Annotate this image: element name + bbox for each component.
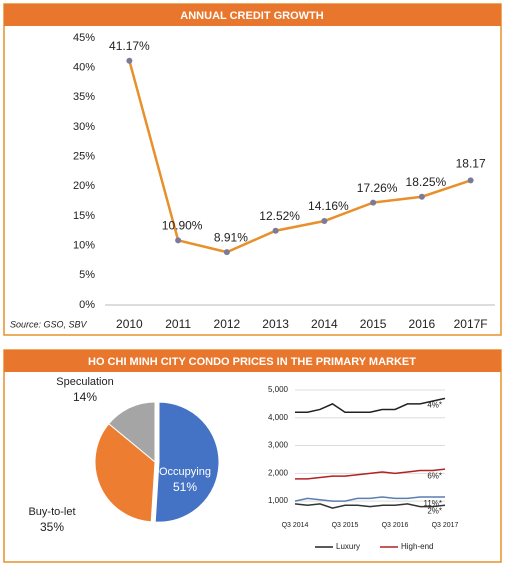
marker [126, 57, 133, 64]
y-tick-label: 4,000 [268, 413, 289, 422]
slice-label: Buy-to-let [28, 506, 75, 518]
x-tick-label: Q3 2016 [382, 522, 409, 529]
x-tick-label: 2010 [116, 317, 143, 331]
marker [223, 249, 230, 256]
slice-value: 51% [173, 480, 197, 494]
pie-slice [108, 401, 156, 464]
data-label: 14.16% [308, 199, 349, 213]
x-tick-label: 2016 [409, 317, 436, 331]
y-tick-label: 45% [73, 32, 95, 44]
x-tick-label: 2013 [262, 317, 289, 331]
y-tick-label: 5,000 [268, 385, 289, 394]
data-label: 10.90% [162, 218, 203, 232]
y-tick-label: 20% [73, 180, 95, 192]
slice-value: 14% [73, 390, 97, 404]
data-label: 41.17% [109, 39, 150, 53]
series-annotation: 6%* [427, 471, 442, 480]
y-tick-label: 35% [73, 91, 95, 103]
x-tick-label: Q3 2017 [432, 522, 459, 529]
series-annotation: 11%* [423, 499, 442, 508]
x-tick-label: 2017F [454, 317, 488, 331]
series-line [295, 468, 446, 480]
x-tick-label: Q3 2014 [282, 522, 309, 529]
x-tick-label: Q3 2015 [332, 522, 359, 529]
chart-title: HO CHI MINH CITY CONDO PRICES IN THE PRI… [88, 356, 416, 368]
annotation: 18.17 [456, 157, 486, 171]
line [128, 60, 472, 254]
data-label: 18.25% [406, 175, 447, 189]
series-line [294, 503, 446, 509]
marker [175, 237, 182, 244]
x-tick-label: 2014 [311, 317, 338, 331]
y-tick-label: 3,000 [268, 441, 289, 450]
panel-frame [3, 3, 502, 336]
series-line [294, 496, 445, 502]
slice-label: Speculation [56, 376, 114, 388]
data-label: 17.26% [357, 181, 398, 195]
y-tick-label: 15% [73, 210, 95, 222]
marker [321, 217, 328, 224]
panel-header [4, 4, 501, 26]
series-annotation: 4%* [427, 400, 442, 409]
slice-value: 35% [40, 520, 64, 534]
slice-label: Occupying [159, 466, 211, 478]
x-tick-label: 2012 [214, 317, 241, 331]
series-annotation: 2%* [427, 506, 442, 515]
marker [467, 177, 474, 184]
y-tick-label: 10% [73, 240, 95, 252]
chart-title: ANNUAL CREDIT GROWTH [180, 10, 323, 22]
series-line [295, 397, 446, 413]
source-note: Source: GSO, SBV [10, 319, 88, 329]
pie-slice [154, 401, 220, 523]
y-tick-label: 30% [73, 121, 95, 133]
x-tick-label: 2015 [360, 317, 387, 331]
marker [370, 199, 377, 206]
y-tick-label: 0% [79, 299, 95, 311]
pie-slice [94, 423, 156, 523]
data-label: 12.52% [259, 209, 300, 223]
legend-label: Luxury [336, 542, 360, 551]
marker [418, 193, 425, 200]
legend-label: High-end [401, 542, 433, 551]
data-label: 8.91% [214, 230, 248, 244]
x-tick-label: 2011 [165, 317, 191, 331]
y-tick-label: 1,000 [268, 496, 289, 505]
panel-header [4, 350, 501, 372]
y-tick-label: 25% [73, 151, 95, 163]
y-tick-label: 5% [79, 269, 95, 281]
y-tick-label: 2,000 [268, 468, 289, 477]
marker [272, 227, 279, 234]
y-tick-label: 40% [73, 62, 95, 74]
